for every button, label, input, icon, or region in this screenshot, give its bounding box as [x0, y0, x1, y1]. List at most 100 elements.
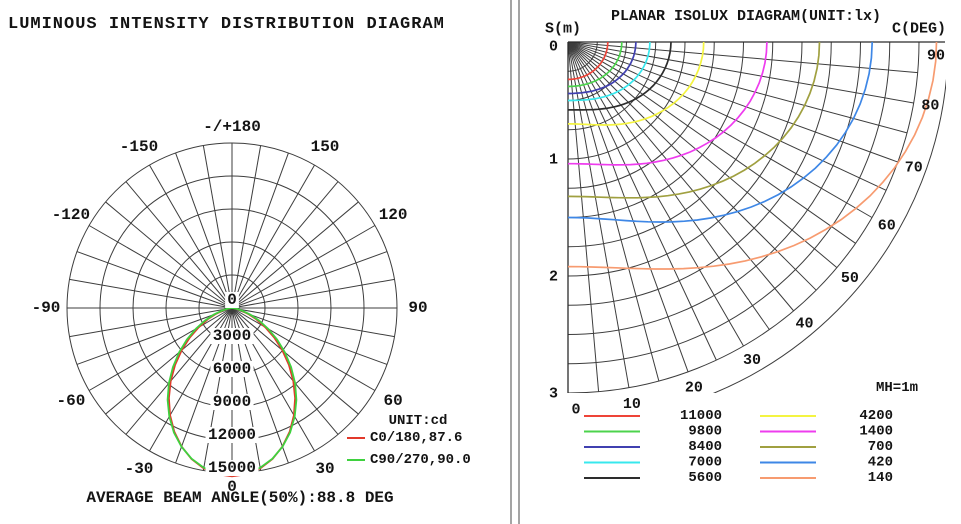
isolux-contour-5600: [568, 42, 672, 111]
polar-angle-label: -60: [56, 392, 85, 410]
isolux-contour-8400: [568, 42, 637, 95]
c-tick-label: 20: [685, 379, 703, 396]
isolux-legend-value: 8400: [688, 439, 722, 455]
polar-legend-unit-label: UNIT:cd: [389, 413, 448, 429]
polar-angle-label: 120: [379, 206, 408, 224]
ring-label-mask: [210, 328, 254, 344]
isolux-contour-140: [568, 42, 938, 270]
ring-label: 3000: [213, 327, 251, 345]
polar-grid-ray: [231, 164, 315, 309]
isolux-grid-arc: [568, 42, 774, 248]
isolux-legend-value: 9800: [688, 424, 722, 440]
polar-angle-label: -150: [120, 138, 158, 156]
ring-label: 6000: [213, 360, 251, 378]
s-tick-label: 3: [549, 386, 558, 403]
isolux-legend-value: 4200: [859, 408, 893, 424]
s-tick-label: 1: [549, 152, 558, 169]
polar-grid-ray: [76, 307, 233, 365]
polar-angle-label: -120: [52, 206, 90, 224]
ring-label-mask: [205, 460, 259, 476]
isolux-legend-value: 1400: [859, 424, 893, 440]
polar-grid-ray: [231, 307, 359, 415]
ring-label: 0: [227, 291, 237, 309]
c-tick-label: 80: [921, 97, 939, 114]
polar-grid-ray: [231, 225, 376, 309]
ring-label: 15000: [208, 459, 256, 477]
c-axis-label: C(DEG): [892, 21, 946, 38]
panel-divider: [510, 0, 520, 524]
s-tick-label: 0: [549, 39, 558, 56]
polar-angle-label: -/+180: [203, 118, 261, 136]
isolux-contour-11000: [568, 42, 609, 81]
polar-grid-ray: [231, 145, 262, 309]
isolux-grid-arc: [568, 42, 920, 393]
isolux-grid-arc: [712, 77, 946, 393]
isolux-grid-arc: [568, 42, 803, 277]
c-tick-label: 50: [841, 270, 859, 287]
isolux-contour-1400: [568, 42, 768, 166]
polar-grid-ray: [149, 164, 233, 309]
isolux-legend-value: 420: [868, 455, 893, 471]
c-tick-label: 70: [905, 159, 923, 176]
mounting-height-label: MH=1m: [876, 380, 918, 396]
left-chart-title: LUMINOUS INTENSITY DISTRIBUTION DIAGRAM: [8, 15, 445, 34]
isolux-grid-arc: [568, 42, 657, 131]
polar-grid-ray: [105, 307, 233, 415]
c-tick-label: 60: [878, 218, 896, 235]
polar-angle-label: -90: [32, 299, 61, 317]
polar-grid-ray: [231, 307, 376, 391]
isolux-grid-arc: [568, 42, 891, 365]
isolux-grid-arc: [568, 42, 686, 160]
isolux-contour-9800: [568, 42, 623, 88]
polar-grid: [66, 142, 398, 474]
isolux-contour-700: [568, 42, 821, 199]
polar-grid-ray: [202, 145, 233, 309]
ring-label-mask: [210, 361, 254, 377]
isolux-contour-7000: [568, 42, 651, 102]
polar-angle-label: -30: [125, 460, 154, 478]
polar-grid-ray: [231, 152, 289, 309]
ring-label: 12000: [208, 426, 256, 444]
ring-label-mask: [210, 394, 254, 410]
right-chart-title: PLANAR ISOLUX DIAGRAM(UNIT:lx): [611, 8, 881, 25]
isolux-contour-420: [568, 42, 874, 223]
polar-angle-label: 60: [383, 392, 402, 410]
isolux-contours: [568, 42, 938, 270]
polar-grid-ray: [231, 307, 388, 365]
polar-grid-ray: [231, 278, 395, 309]
isolux-legend-value: 700: [868, 439, 893, 455]
polar-angle-label: 0: [227, 478, 237, 496]
isolux-grid-arc: [568, 42, 744, 218]
isolux-legend-value: 11000: [680, 408, 722, 424]
s-axis-label: S(m): [545, 21, 581, 38]
polar-grid-ray: [69, 307, 233, 338]
polar-angle-labels: -/+180 150 120 90 60 30 0 -30 -60 -90 -120 -150: [32, 118, 428, 496]
polar-legend-label: C0/180,87.6: [370, 430, 462, 446]
planar-isolux-chart: PLANAR ISOLUX DIAGRAM(UNIT:lx) S(m) C(DE…: [545, 8, 946, 486]
isolux-grid-arc: [568, 42, 715, 189]
polar-legend-label: C90/270,90.0: [370, 452, 471, 468]
isolux-grid-arc: [568, 42, 832, 306]
polar-grid-ray: [231, 201, 359, 309]
polar-angle-label: 30: [315, 460, 334, 478]
polar-grid-ray: [231, 181, 339, 309]
polar-grid-ray: [88, 225, 233, 309]
polar-legend: UNIT:cd C0/180,87.6 C90/270,90.0: [347, 413, 471, 468]
isolux-grid-arc: [568, 42, 861, 335]
polar-angle-label: 150: [311, 138, 340, 156]
c-tick-label: 40: [795, 315, 813, 332]
isolux-contour-4200: [568, 42, 705, 126]
polar-grid-ray: [105, 201, 233, 309]
polar-grid-ray: [88, 307, 233, 391]
isolux-legend-value: 7000: [688, 455, 722, 471]
polar-grid-ray: [69, 278, 233, 309]
polar-grid-ray: [231, 251, 388, 309]
isolux-grid: [568, 42, 946, 393]
luminous-intensity-chart: LUMINOUS INTENSITY DISTRIBUTION DIAGRAM …: [8, 15, 471, 507]
c-tick-label: 10: [623, 396, 641, 413]
ring-label-mask: [205, 427, 259, 443]
isolux-legend-value: 5600: [688, 470, 722, 486]
polar-ring-labels: 0 3000 6000 9000 12000 15000: [205, 291, 259, 477]
isolux-grid-arc: [568, 42, 598, 72]
